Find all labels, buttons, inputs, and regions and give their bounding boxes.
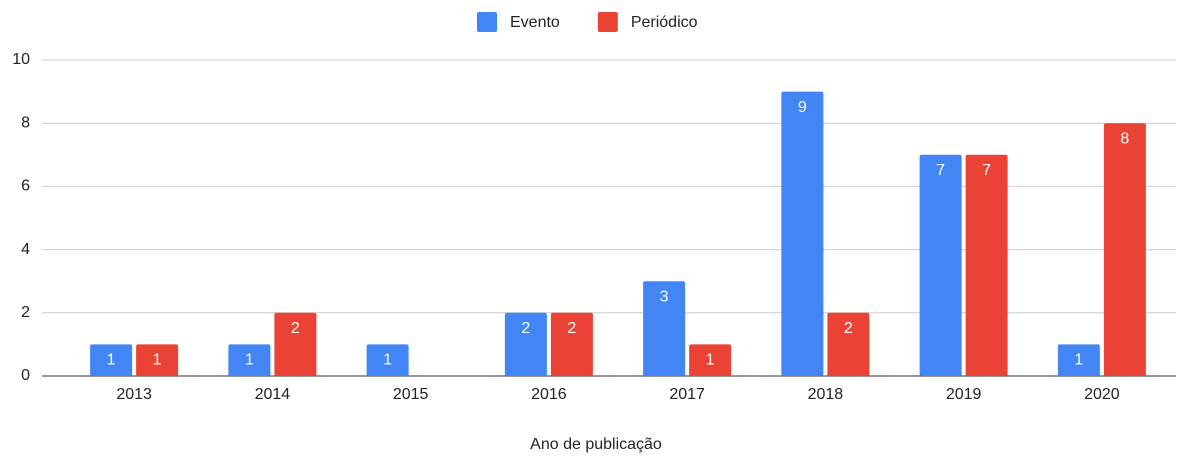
x-tick-label: 2014	[255, 386, 291, 403]
legend-swatch	[477, 12, 497, 32]
data-label: 2	[291, 320, 300, 337]
y-tick-label: 4	[21, 241, 30, 258]
data-label: 1	[383, 352, 392, 369]
data-label: 1	[107, 352, 116, 369]
data-label: 2	[844, 320, 853, 337]
data-label: 7	[936, 162, 945, 179]
data-label: 1	[1074, 352, 1083, 369]
bar	[550, 312, 593, 376]
y-tick-label: 10	[12, 51, 30, 68]
bar	[366, 344, 409, 376]
y-tick-label: 8	[21, 114, 30, 131]
data-label: 1	[245, 352, 254, 369]
legend-swatch	[597, 12, 618, 32]
x-tick-label: 2018	[808, 386, 844, 403]
bar	[504, 312, 547, 376]
bar	[965, 154, 1008, 376]
data-label: 2	[521, 320, 530, 337]
bar	[643, 281, 686, 376]
bar	[228, 344, 271, 376]
data-label: 3	[660, 288, 669, 305]
x-tick-label: 2015	[393, 386, 429, 403]
bar	[781, 91, 824, 376]
data-label: 9	[798, 99, 807, 116]
data-label: 1	[153, 352, 162, 369]
data-label: 1	[706, 352, 715, 369]
y-tick-label: 2	[21, 304, 30, 321]
legend-label: Evento	[510, 14, 560, 31]
x-tick-label: 2020	[1084, 386, 1120, 403]
x-axis-title: Ano de publicação	[530, 436, 662, 453]
y-tick-label: 6	[21, 178, 30, 195]
data-label: 7	[982, 162, 991, 179]
legend-label: Periódico	[631, 14, 698, 31]
bar	[827, 312, 870, 376]
bar	[274, 312, 317, 376]
data-label: 8	[1120, 130, 1129, 147]
data-label: 2	[567, 320, 576, 337]
x-tick-label: 2019	[946, 386, 982, 403]
bar	[90, 344, 133, 376]
bar	[1057, 344, 1100, 376]
bar	[136, 344, 179, 376]
x-tick-label: 2013	[116, 386, 152, 403]
bar	[1103, 123, 1146, 376]
bar	[919, 154, 962, 376]
x-tick-label: 2017	[669, 386, 705, 403]
x-tick-label: 2016	[531, 386, 567, 403]
bar	[689, 344, 732, 376]
y-tick-label: 0	[21, 367, 30, 384]
